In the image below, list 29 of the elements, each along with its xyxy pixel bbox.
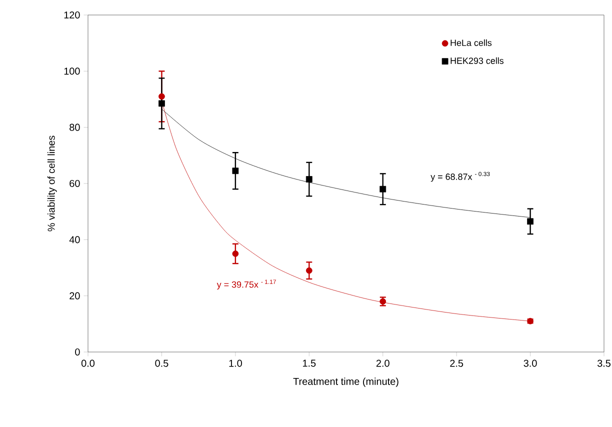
x-tick-label: 1.5 [302,360,316,367]
y-tick-label: 120 [64,11,80,19]
x-tick-label: 3.5 [597,360,611,367]
point [232,250,239,257]
y-tick-label: 100 [64,68,80,75]
point [306,176,312,182]
annotation: y = 39.75x $^{- 1.17}$ [216,280,276,290]
y-tick-label: 80 [70,124,80,131]
point [232,168,239,174]
point [380,186,386,192]
point [158,100,165,107]
x-axis-title: Treatment time (minute) [293,378,398,387]
y-tick-label: 60 [70,180,80,188]
y-tick-label: 0 [75,348,80,356]
x-tick-label: 2.5 [450,360,464,367]
point [158,93,165,100]
y-tick-label: 40 [69,236,80,244]
point [527,218,534,225]
legend-label: HEK293 cells [450,57,504,64]
x-tick-label: 0.0 [81,360,95,367]
point [306,267,312,274]
x-tick-label: 2.0 [376,360,390,367]
annotation: y = 68.87x $^{- 0.33}$ [430,172,490,182]
x-tick-label: 0.5 [155,360,168,367]
y-tick-label: 20 [70,292,80,300]
x-tick-label: 1.0 [229,360,242,367]
x-tick-label: 3.0 [524,360,537,367]
y-axis-title: % viability of cell lines [47,136,57,232]
legend-label: HeLa cells [450,39,492,46]
